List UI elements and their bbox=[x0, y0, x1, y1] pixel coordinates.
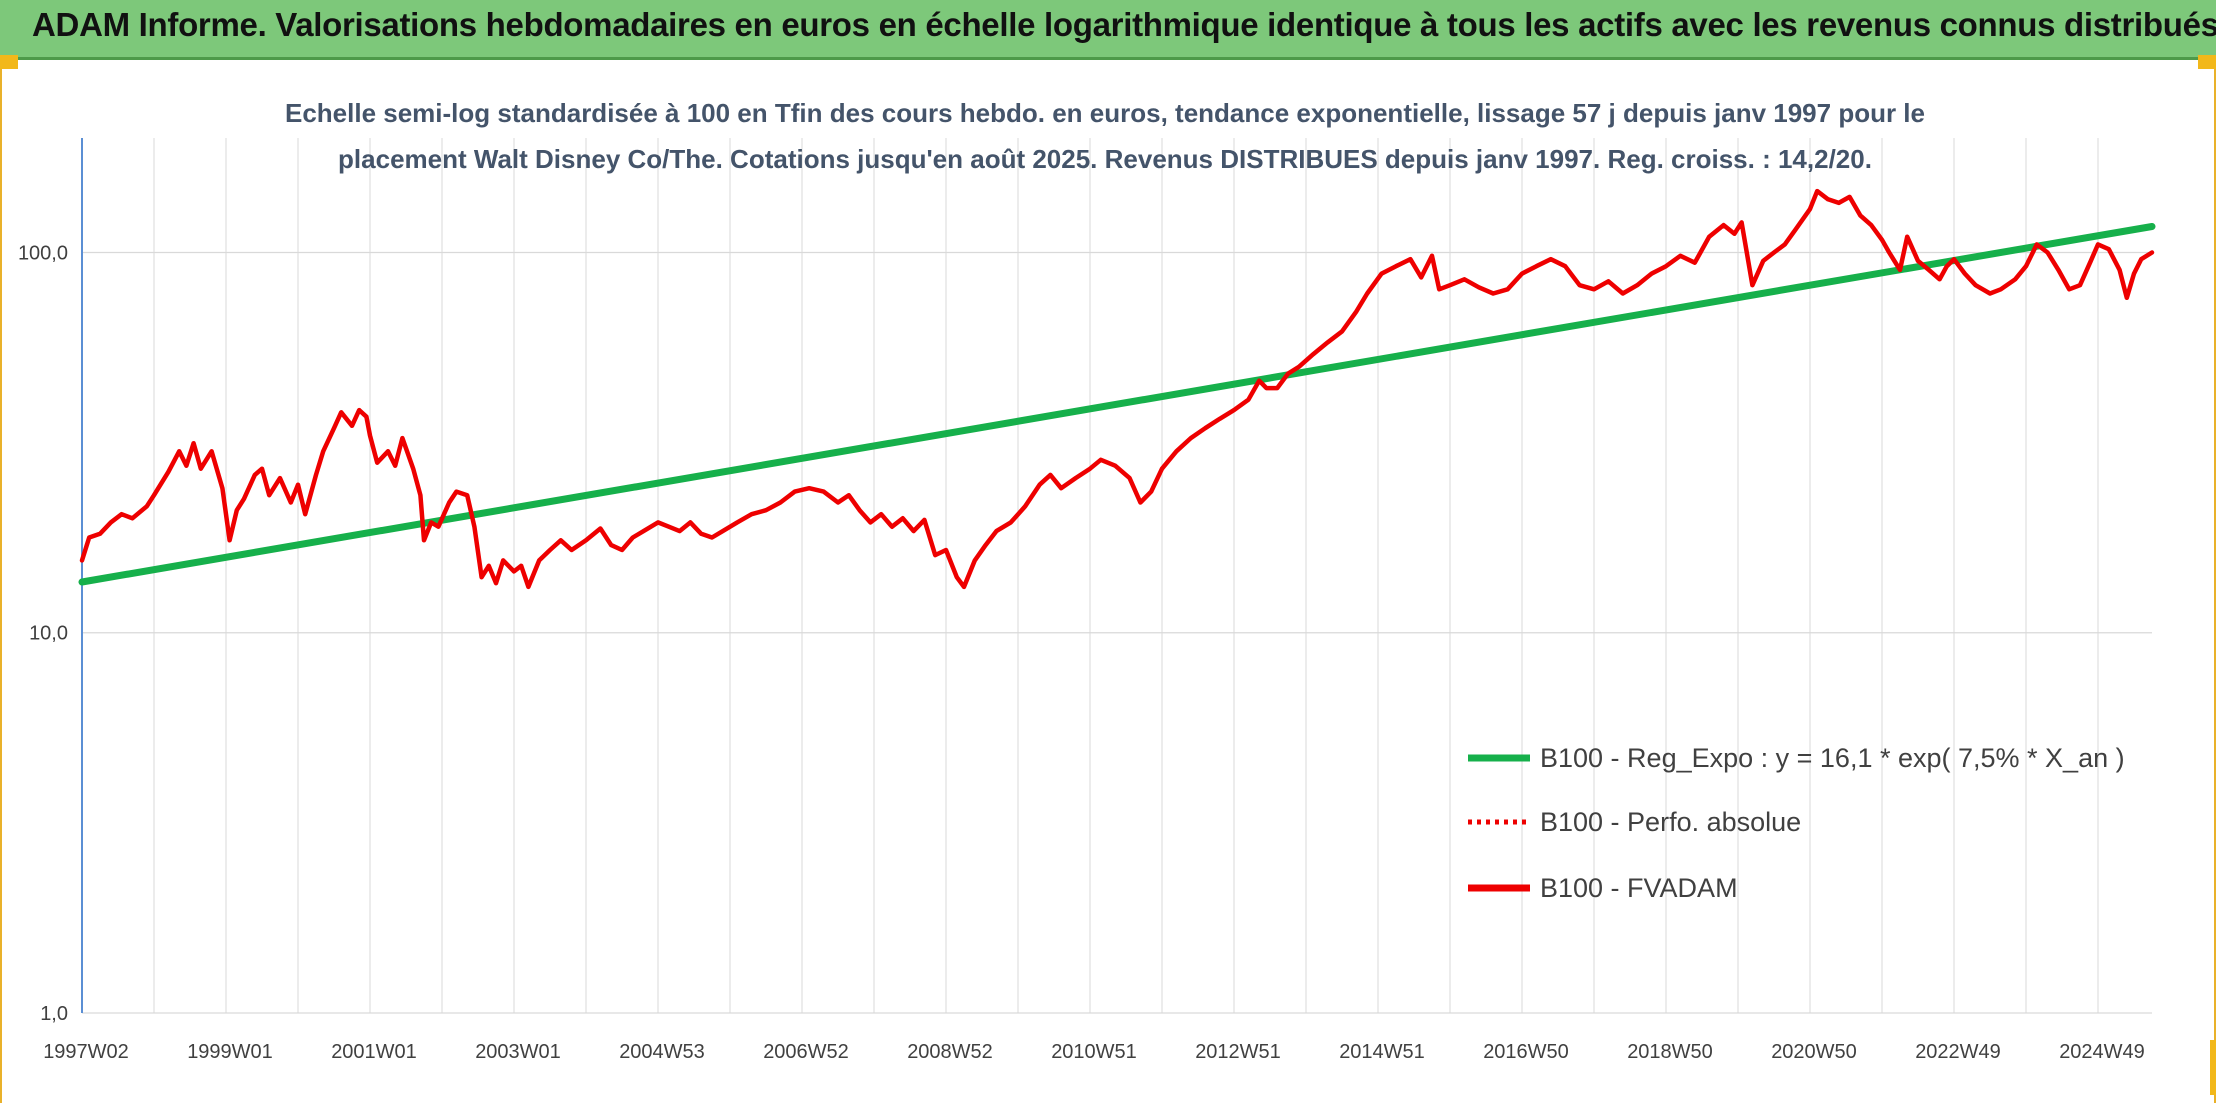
legend-label-perfo: B100 - Perfo. absolue bbox=[1540, 807, 1801, 837]
report-header: ADAM Informe. Valorisations hebdomadaire… bbox=[0, 0, 2216, 60]
x-tick-label: 2004W53 bbox=[619, 1041, 705, 1063]
x-tick-label: 2024W49 bbox=[2059, 1041, 2145, 1063]
y-tick-label: 100,0 bbox=[18, 242, 68, 264]
x-tick-label: 2020W50 bbox=[1771, 1041, 1857, 1063]
legend-label-fvadam: B100 - FVADAM bbox=[1540, 873, 1738, 903]
chart-subtitle-line2: placement Walt Disney Co/The. Cotations … bbox=[338, 144, 1872, 174]
corner-marker-left bbox=[0, 55, 18, 69]
y-tick-label: 10,0 bbox=[29, 623, 68, 645]
x-tick-label: 2014W51 bbox=[1339, 1041, 1425, 1063]
x-tick-label: 2006W52 bbox=[763, 1041, 849, 1063]
y-tick-label: 1,0 bbox=[40, 1003, 68, 1025]
x-tick-label: 2018W50 bbox=[1627, 1041, 1713, 1063]
series-line-trend bbox=[78, 223, 2156, 586]
legend: B100 - Reg_Expo : y = 16,1 * exp( 7,5% *… bbox=[1468, 743, 2125, 903]
x-tick-label: 2008W52 bbox=[907, 1041, 993, 1063]
scroll-marker bbox=[2210, 1040, 2216, 1095]
x-tick-label: 2003W01 bbox=[475, 1041, 561, 1063]
y-axis: 1,0 10,0 100,0 bbox=[18, 242, 68, 1025]
legend-label-trend: B100 - Reg_Expo : y = 16,1 * exp( 7,5% *… bbox=[1540, 743, 2125, 773]
grid bbox=[81, 138, 2152, 1014]
x-tick-label: 1997W02 bbox=[43, 1041, 129, 1063]
x-tick-label: 1999W01 bbox=[187, 1041, 273, 1063]
report-title: ADAM Informe. Valorisations hebdomadaire… bbox=[32, 6, 2216, 43]
corner-marker-right bbox=[2198, 55, 2216, 69]
x-axis: 1997W02 1999W01 2001W01 2003W01 2004W53 2006W… bbox=[43, 1041, 2145, 1063]
chart-subtitle-line1: Echelle semi-log standardisée à 100 en T… bbox=[285, 98, 1925, 128]
series-line-fvadam bbox=[79, 188, 2155, 590]
x-tick-label: 2012W51 bbox=[1195, 1041, 1281, 1063]
x-tick-label: 2010W51 bbox=[1051, 1041, 1137, 1063]
x-tick-label: 2001W01 bbox=[331, 1041, 417, 1063]
x-tick-label: 2022W49 bbox=[1915, 1041, 2001, 1063]
series-group bbox=[78, 188, 2156, 590]
x-tick-label: 2016W50 bbox=[1483, 1041, 1569, 1063]
